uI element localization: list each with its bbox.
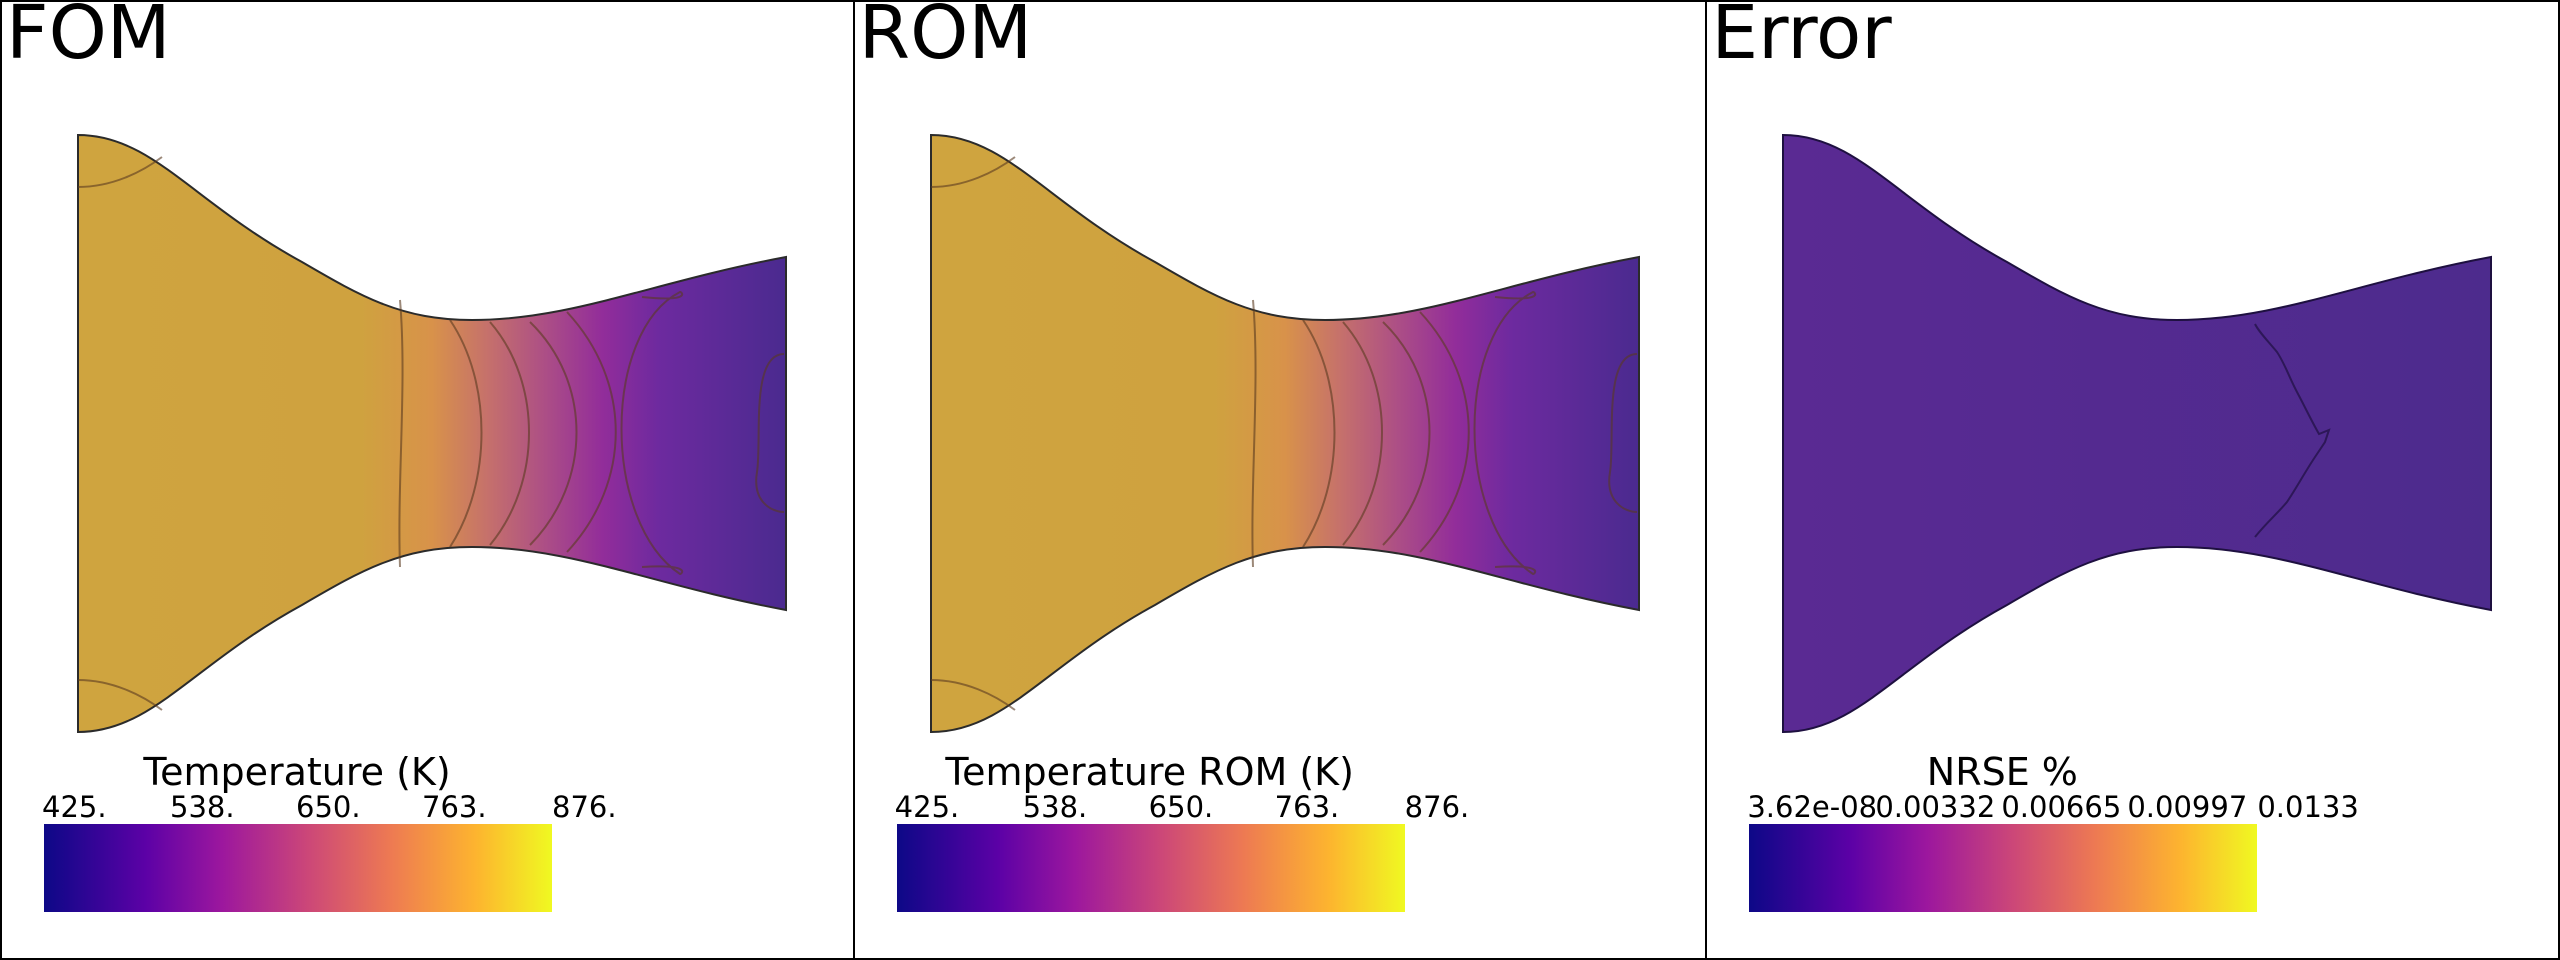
error-contour — [2254, 323, 2331, 538]
colorbar-tick: 3.62e-08 — [1747, 790, 1878, 824]
colorbar-tick: 0.0133 — [2257, 790, 2359, 824]
isotherm-lines — [77, 156, 785, 711]
colorbar-tick: 0.00997 — [2127, 790, 2248, 824]
colorbar-tick: 0.00332 — [1875, 790, 1996, 824]
colorbar-ticks: 425. 538. 650. 763. 876. — [894, 790, 1470, 824]
panel-title: Error — [1711, 2, 1892, 76]
colorbar-ticks: 3.62e-08 0.00332 0.00665 0.00997 0.0133 — [1747, 790, 2358, 824]
panel-title: ROM — [858, 2, 1033, 76]
colorbar-tick: 876. — [1404, 790, 1470, 824]
nozzle-domain — [929, 133, 1640, 734]
panel-title: FOM — [6, 2, 171, 76]
colorbar-tick: 763. — [1274, 790, 1340, 824]
colorbar-tick: 763. — [422, 790, 487, 824]
nozzle-plot-error — [1782, 133, 2493, 734]
colorbar-tick: 425. — [894, 790, 960, 824]
colorbar-tick: 538. — [170, 790, 235, 824]
colorbar-tick: 650. — [1148, 790, 1214, 824]
nozzle-plot-fom — [77, 133, 787, 734]
colorbar-tick: 425. — [42, 790, 107, 824]
isotherm-lines — [930, 156, 1637, 711]
colorbar-title: NRSE % — [1926, 750, 2078, 794]
colorbar-title: Temperature (K) — [143, 750, 451, 794]
panel-error: Error NRSE % 3.62e-08 0.00332 0.00665 0.… — [1707, 2, 2558, 958]
colorbar-gradient — [1749, 824, 2258, 912]
nozzle-domain — [1782, 133, 2493, 734]
colorbar-gradient — [896, 824, 1405, 912]
nozzle-domain — [77, 133, 787, 734]
colorbar-tick: 650. — [296, 790, 361, 824]
colorbar-gradient — [44, 824, 552, 912]
colorbar-tick: 538. — [1022, 790, 1088, 824]
panel-rom: ROM — [855, 2, 1708, 958]
colorbar-ticks: 425. 538. 650. 763. 876. — [42, 790, 617, 824]
colorbar-tick: 0.00665 — [2001, 790, 2122, 824]
nozzle-plot-rom — [929, 133, 1640, 734]
colorbar-tick: 876. — [552, 790, 617, 824]
panel-fom: FOM — [2, 2, 855, 958]
colorbar-title: Temperature ROM (K) — [945, 750, 1354, 794]
